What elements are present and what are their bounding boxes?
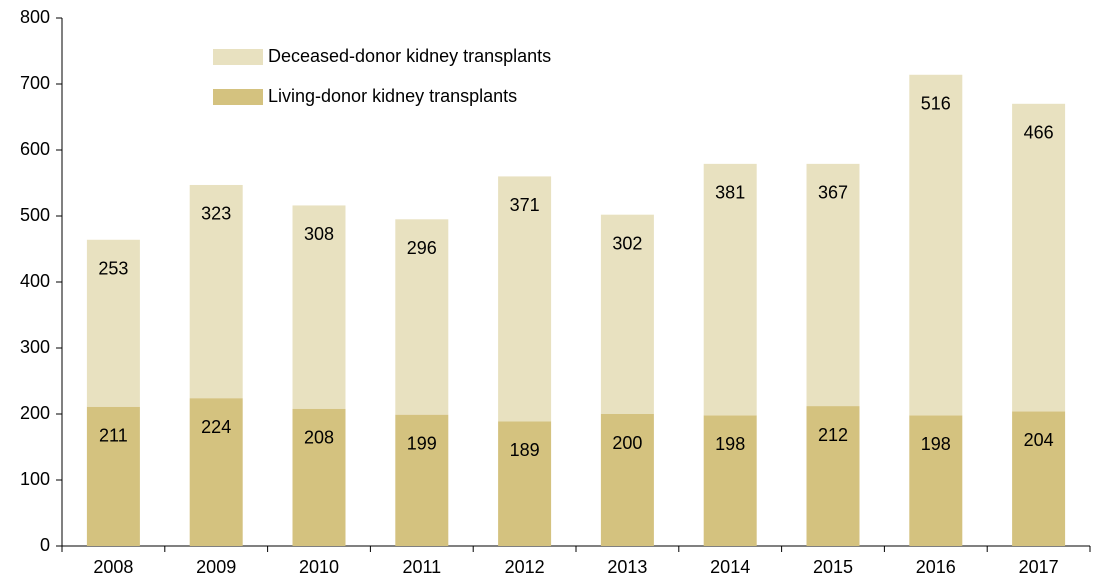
x-tick-label: 2012	[505, 557, 545, 577]
data-label: 381	[715, 183, 745, 203]
bar-segment	[909, 415, 963, 546]
data-label: 367	[818, 183, 848, 203]
legend-label: Deceased-donor kidney transplants	[268, 46, 551, 66]
y-tick-label: 600	[20, 139, 50, 159]
x-tick-label: 2010	[299, 557, 339, 577]
bar-segment	[189, 398, 243, 546]
data-label: 296	[407, 238, 437, 258]
data-label: 371	[510, 195, 540, 215]
y-tick-label: 800	[20, 7, 50, 27]
y-tick-label: 700	[20, 73, 50, 93]
x-tick-label: 2015	[813, 557, 853, 577]
x-tick-label: 2009	[196, 557, 236, 577]
data-label: 204	[1024, 430, 1054, 450]
y-tick-label: 100	[20, 469, 50, 489]
y-tick-label: 200	[20, 403, 50, 423]
data-label: 466	[1024, 123, 1054, 143]
y-tick-label: 300	[20, 337, 50, 357]
bar-segment	[600, 214, 654, 414]
legend-swatch	[213, 89, 263, 105]
bar-segment	[909, 74, 963, 416]
bar-segment	[1012, 411, 1066, 546]
x-tick-label: 2016	[916, 557, 956, 577]
bar-segment	[703, 163, 757, 416]
data-label: 208	[304, 427, 334, 447]
bar-segment	[806, 163, 860, 407]
bar-segment	[292, 205, 346, 409]
bar-segment	[189, 184, 243, 399]
data-label: 199	[407, 433, 437, 453]
data-label: 212	[818, 425, 848, 445]
data-label: 189	[510, 440, 540, 460]
data-label: 516	[921, 94, 951, 114]
x-tick-label: 2011	[402, 557, 441, 577]
bar-segment	[703, 415, 757, 546]
x-tick-label: 2017	[1019, 557, 1059, 577]
bar-segment	[1012, 103, 1066, 412]
data-label: 200	[612, 433, 642, 453]
bar-segment	[498, 421, 552, 546]
x-tick-label: 2014	[710, 557, 750, 577]
legend-swatch	[213, 49, 263, 65]
data-label: 323	[201, 204, 231, 224]
data-label: 198	[921, 434, 951, 454]
y-tick-label: 500	[20, 205, 50, 225]
x-tick-label: 2013	[607, 557, 647, 577]
bar-segment	[86, 406, 140, 546]
bar-segment	[86, 239, 140, 407]
y-tick-label: 400	[20, 271, 50, 291]
bar-segment	[395, 219, 449, 415]
bar-segment	[806, 406, 860, 546]
legend-label: Living-donor kidney transplants	[268, 86, 517, 106]
bar-segment	[600, 414, 654, 546]
data-label: 224	[201, 417, 231, 437]
data-label: 302	[612, 233, 642, 253]
bar-segment	[395, 414, 449, 546]
bar-segment	[498, 176, 552, 422]
y-tick-label: 0	[40, 535, 50, 555]
data-label: 211	[99, 425, 128, 445]
data-label: 198	[715, 434, 745, 454]
x-tick-label: 2008	[93, 557, 133, 577]
data-label: 308	[304, 224, 334, 244]
bar-segment	[292, 408, 346, 546]
data-label: 253	[98, 259, 128, 279]
